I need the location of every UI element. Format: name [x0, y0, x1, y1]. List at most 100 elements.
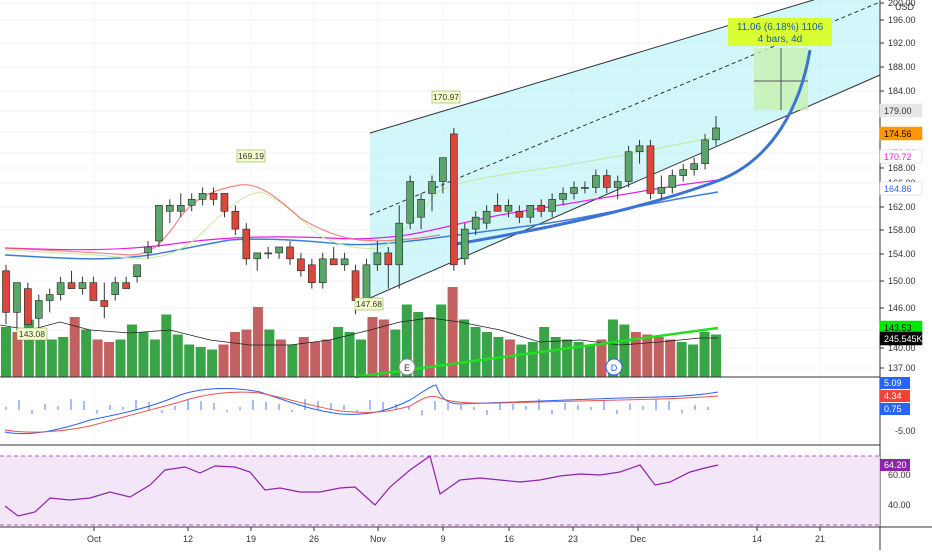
time-tick-label: 9 — [440, 534, 445, 544]
volume-bar — [356, 339, 366, 377]
price-tick-label: 188.00 — [888, 62, 916, 72]
time-tick-label: 26 — [309, 534, 319, 544]
candle-body — [395, 222, 404, 266]
volume-bar — [436, 304, 447, 377]
candle-body — [308, 264, 316, 283]
candle-body — [176, 205, 185, 212]
macd-signal-line — [4, 391, 719, 433]
candle-body — [264, 252, 272, 255]
volume-bar — [207, 349, 218, 377]
price-badge — [879, 103, 923, 118]
volume-bar — [367, 317, 378, 377]
volume-bar — [1, 327, 11, 377]
rsi-axis-label: 40.00 — [888, 500, 911, 510]
macd-badge — [880, 403, 910, 415]
time-tick-label: 23 — [568, 534, 578, 544]
time-tick-label: Oct — [87, 534, 102, 544]
price-tick-label: 200.00 — [888, 0, 916, 8]
volume-bar — [218, 344, 229, 377]
price-badge-label: 164.86 — [884, 184, 912, 194]
macd-badge-label: 0.75 — [884, 404, 902, 414]
candle-body — [712, 127, 720, 141]
candle-body — [351, 270, 360, 301]
volume-bar — [46, 339, 57, 377]
candle-body — [231, 210, 240, 230]
volume-low-label-box — [16, 327, 48, 341]
volume-bar — [172, 334, 183, 377]
volume-layer — [1, 287, 721, 377]
price-badge-label: 170.72 — [884, 152, 912, 162]
ma-light-green — [4, 136, 719, 259]
rsi-value-label: 64.20 — [884, 460, 907, 470]
event-marker-d[interactable] — [605, 358, 623, 376]
volume-bar — [642, 334, 653, 377]
volume-bar — [390, 329, 401, 377]
volume-bar — [413, 312, 424, 377]
macd-badge — [880, 377, 910, 389]
price-badge — [879, 331, 923, 346]
currency-label[interactable]: USD — [895, 2, 915, 12]
candle-layer — [2, 116, 720, 331]
volume-bar — [12, 332, 23, 377]
candle-body — [67, 282, 76, 289]
volume-bar — [126, 324, 137, 377]
high-label-2-box — [431, 90, 461, 104]
volume-bar — [424, 317, 435, 377]
volume-bar — [241, 329, 252, 377]
volume-bar — [321, 339, 332, 377]
candle-body — [515, 210, 524, 218]
event-marker-e[interactable] — [398, 358, 416, 376]
volume-bar — [447, 287, 458, 377]
candle-body — [2, 270, 10, 313]
candle-body — [329, 258, 338, 266]
rsi-axis-label: 60.00 — [888, 470, 911, 480]
candle-body — [493, 205, 502, 212]
candle-body — [559, 193, 567, 200]
time-axis[interactable]: Oct 12 19 26 Nov 9 16 23 Dec 14 21 — [87, 527, 825, 544]
volume-trend-line — [354, 326, 719, 379]
price-badge — [879, 149, 923, 164]
candle-body — [679, 169, 688, 176]
time-tick-label: 16 — [504, 534, 514, 544]
volume-bar — [562, 339, 573, 377]
high-label-1-box — [236, 149, 266, 163]
candle-body — [537, 205, 546, 212]
candle-body — [45, 294, 54, 301]
candle-body — [548, 199, 556, 212]
candle-body — [362, 264, 371, 301]
volume-bar — [550, 337, 561, 377]
candle-body — [209, 193, 218, 200]
price-tick-label: 158.00 — [888, 225, 916, 235]
candle-body — [144, 246, 152, 254]
volume-bar — [665, 339, 676, 377]
candle-body — [122, 282, 130, 289]
candle-body — [701, 139, 709, 164]
projection-curve — [449, 49, 812, 247]
volume-low-label: 143.08 — [19, 329, 45, 339]
rsi-value-badge — [880, 459, 910, 471]
time-tick-label: 19 — [246, 534, 256, 544]
candle-body — [668, 175, 677, 188]
candle-body — [526, 205, 535, 218]
volume-bar — [138, 332, 149, 377]
volume-bar — [585, 344, 596, 377]
volume-bar — [401, 304, 412, 377]
price-tick-label: 168.00 — [888, 163, 916, 173]
price-tick-label: 184.00 — [888, 86, 916, 96]
volume-bar — [344, 332, 355, 377]
volume-bar — [607, 319, 618, 377]
time-tick-label: 21 — [815, 534, 825, 544]
candle-body — [504, 205, 513, 212]
volume-bar — [252, 307, 263, 377]
volume-bar — [92, 339, 103, 377]
price-tick-label: 137.00 — [888, 363, 916, 373]
candle-body — [439, 157, 447, 182]
candle-body — [690, 163, 698, 170]
volume-bar — [287, 344, 298, 377]
price-tick-label: 196.00 — [888, 15, 916, 25]
volume-bar — [81, 329, 92, 377]
